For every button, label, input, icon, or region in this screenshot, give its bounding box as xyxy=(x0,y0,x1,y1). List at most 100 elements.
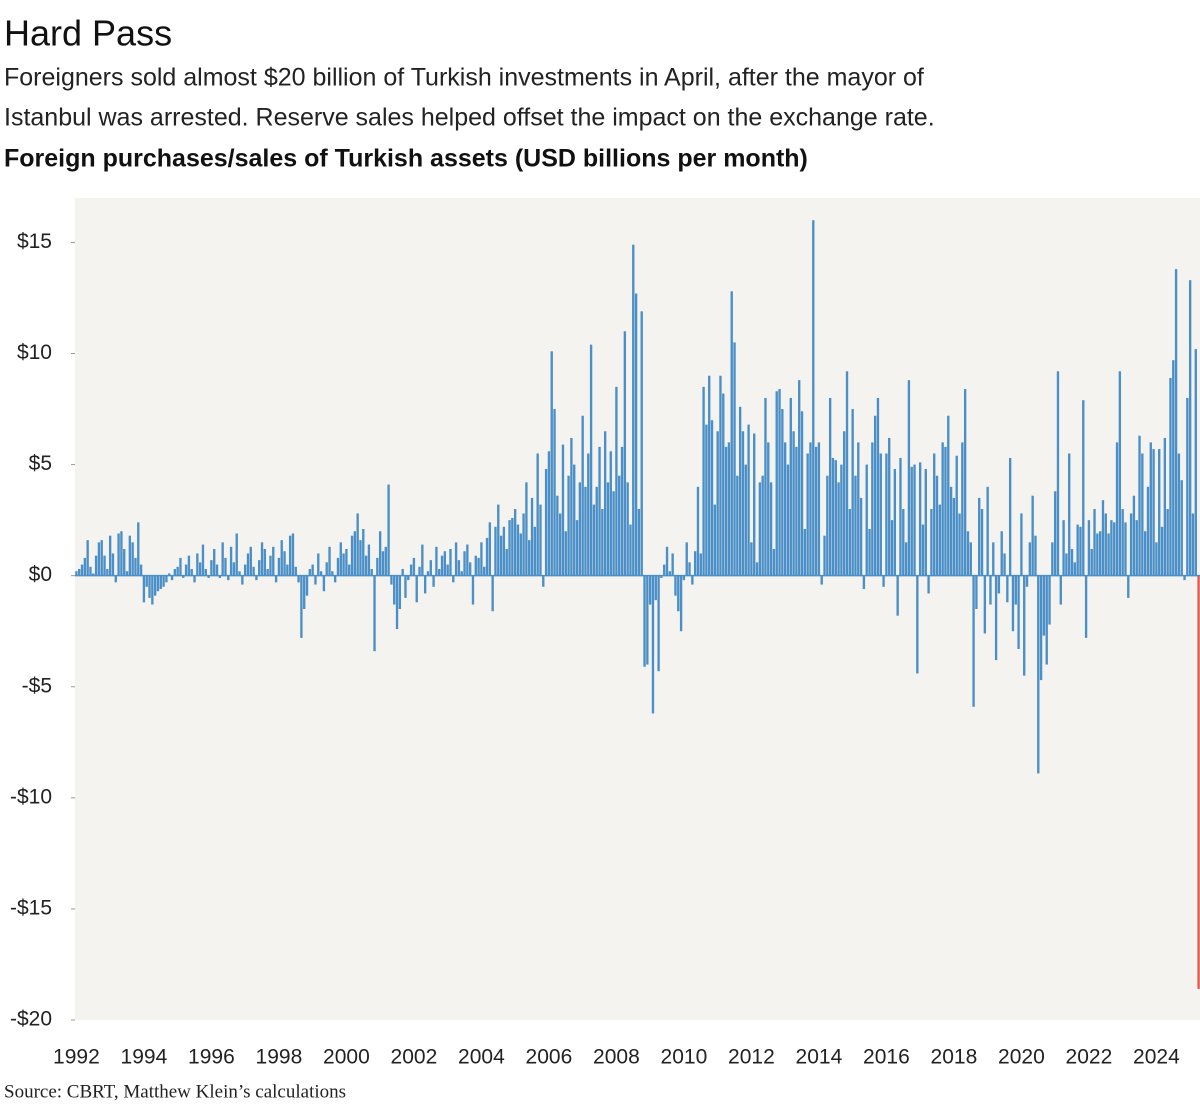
bar xyxy=(1048,575,1051,625)
bar xyxy=(145,575,148,587)
bar xyxy=(1110,520,1113,576)
bar xyxy=(1149,442,1152,576)
bar xyxy=(618,475,621,576)
bar xyxy=(1127,575,1130,598)
bar xyxy=(564,531,567,576)
bar xyxy=(719,375,722,576)
bar xyxy=(1096,533,1099,576)
bar xyxy=(595,486,598,576)
x-tick-label: 2004 xyxy=(458,1046,505,1069)
bar xyxy=(153,575,157,596)
bar xyxy=(688,562,691,576)
bar xyxy=(333,575,337,583)
bar xyxy=(480,542,483,576)
bar xyxy=(395,575,399,629)
bar xyxy=(913,464,916,576)
x-tick-label: 1996 xyxy=(188,1046,235,1069)
bar xyxy=(387,484,390,576)
bar xyxy=(640,311,643,576)
bar xyxy=(533,526,537,576)
bar xyxy=(336,557,340,576)
bar xyxy=(578,482,582,576)
bar xyxy=(1070,549,1074,576)
bar xyxy=(137,522,140,576)
bar xyxy=(1107,533,1110,576)
bar xyxy=(1135,520,1138,576)
bar xyxy=(75,571,78,576)
bar xyxy=(598,446,601,576)
bar xyxy=(1113,522,1116,576)
bar xyxy=(904,542,908,576)
bar xyxy=(885,453,888,576)
bar xyxy=(879,453,882,576)
bar xyxy=(134,557,137,576)
bar xyxy=(418,566,421,576)
bar xyxy=(851,409,854,576)
bar xyxy=(179,557,182,576)
bar xyxy=(159,575,162,590)
bar xyxy=(103,555,106,576)
bar xyxy=(86,540,89,576)
bar xyxy=(899,457,902,576)
bar xyxy=(314,575,317,585)
bar xyxy=(992,542,995,576)
bar xyxy=(78,569,81,576)
bar xyxy=(359,540,362,576)
bar xyxy=(1158,449,1161,576)
bar xyxy=(1023,575,1026,676)
bar xyxy=(409,564,413,576)
bar xyxy=(123,549,126,576)
bar xyxy=(182,575,185,578)
x-tick-label: 2000 xyxy=(323,1046,370,1069)
bar xyxy=(1011,575,1015,632)
bar xyxy=(305,575,309,596)
x-tick-label: 2016 xyxy=(863,1046,910,1069)
bar xyxy=(117,533,120,576)
bar xyxy=(944,446,947,576)
bar xyxy=(300,575,303,638)
bar xyxy=(246,553,250,576)
bar xyxy=(786,464,790,576)
bar xyxy=(201,544,205,576)
bar xyxy=(876,397,880,576)
bar xyxy=(589,344,593,576)
bar xyxy=(674,575,677,596)
bar xyxy=(1118,371,1122,576)
bar xyxy=(637,509,641,576)
bar xyxy=(702,386,705,576)
bar xyxy=(634,293,638,576)
bar xyxy=(92,573,95,576)
bar xyxy=(131,542,134,576)
bar xyxy=(997,575,1001,594)
bar xyxy=(508,520,511,576)
y-tick-label: $10 xyxy=(17,341,52,364)
bar xyxy=(972,575,975,707)
bar xyxy=(1129,513,1133,576)
bar xyxy=(294,566,297,576)
bar xyxy=(173,569,177,576)
bar xyxy=(390,575,393,585)
axis-title: Foreign purchases/sales of Turkish asset… xyxy=(4,145,808,173)
bar xyxy=(854,475,857,576)
bar xyxy=(370,569,373,576)
plot-background xyxy=(75,198,1200,1020)
bar xyxy=(207,575,210,578)
bar xyxy=(1197,575,1200,989)
bar xyxy=(750,542,753,576)
bar xyxy=(187,555,191,576)
x-tick-label: 1994 xyxy=(121,1046,168,1069)
bar xyxy=(927,575,930,594)
bar xyxy=(452,575,455,583)
bar xyxy=(1172,360,1175,576)
bar xyxy=(1132,495,1136,576)
bar xyxy=(952,497,956,576)
bar xyxy=(924,469,927,576)
bar xyxy=(722,393,725,576)
bar xyxy=(1146,486,1150,576)
bar xyxy=(1194,349,1197,576)
bar xyxy=(1039,575,1043,681)
bar xyxy=(1124,522,1127,576)
bar xyxy=(941,442,944,576)
bar xyxy=(809,442,812,576)
bar xyxy=(592,504,596,576)
